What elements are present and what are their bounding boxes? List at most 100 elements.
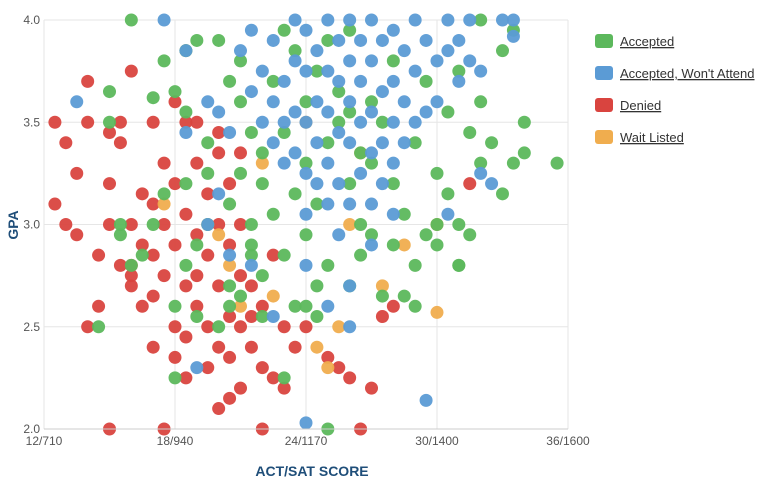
data-point[interactable] [310,310,324,324]
data-point[interactable] [212,33,226,47]
data-point[interactable] [70,228,84,242]
data-point[interactable] [277,371,291,385]
data-point[interactable] [223,310,237,324]
data-point[interactable] [375,310,389,324]
data-point[interactable] [343,136,357,150]
data-point[interactable] [124,258,138,272]
data-point[interactable] [255,177,269,191]
data-point[interactable] [365,238,378,252]
data-point[interactable] [408,258,422,272]
data-point[interactable] [288,105,302,119]
data-point[interactable] [190,269,204,283]
data-point[interactable] [234,146,247,160]
data-point[interactable] [179,258,193,272]
data-point[interactable] [386,177,400,191]
data-point[interactable] [452,218,466,231]
data-point[interactable] [288,340,302,354]
data-point[interactable] [223,391,237,405]
data-point[interactable] [299,228,313,242]
data-point[interactable] [343,23,357,37]
data-point[interactable] [103,115,116,129]
data-point[interactable] [168,299,182,313]
data-point[interactable] [223,258,237,272]
data-point[interactable] [343,13,357,27]
data-point[interactable] [343,95,357,109]
data-point[interactable] [474,156,488,170]
data-point[interactable] [244,248,258,262]
data-point[interactable] [299,115,313,129]
data-point[interactable] [310,197,324,211]
data-point[interactable] [234,289,247,303]
data-point[interactable] [201,361,215,375]
data-point[interactable] [157,218,171,231]
data-point[interactable] [463,13,477,27]
data-point[interactable] [463,54,477,68]
data-point[interactable] [517,146,531,160]
data-point[interactable] [463,177,477,191]
data-point[interactable] [201,320,215,334]
data-point[interactable] [419,105,433,119]
data-point[interactable] [474,166,488,180]
data-point[interactable] [375,115,389,129]
data-point[interactable] [354,74,368,88]
data-point[interactable] [244,238,258,252]
data-point[interactable] [255,146,269,160]
data-point[interactable] [103,177,116,191]
data-point[interactable] [234,269,247,283]
data-point[interactable] [550,156,564,170]
legend-item[interactable]: Accepted, Won't Attend [595,66,755,81]
data-point[interactable] [124,279,138,293]
data-point[interactable] [496,13,509,27]
data-point[interactable] [386,54,400,68]
data-point[interactable] [277,156,291,170]
legend-item[interactable]: Denied [595,98,661,113]
data-point[interactable] [430,218,444,231]
data-point[interactable] [179,125,193,139]
data-point[interactable] [288,187,302,201]
data-point[interactable] [386,238,400,252]
data-point[interactable] [234,44,247,58]
data-point[interactable] [332,320,346,334]
data-point[interactable] [452,74,466,88]
data-point[interactable] [124,218,138,231]
data-point[interactable] [103,218,116,231]
data-point[interactable] [70,95,84,109]
data-point[interactable] [365,54,378,68]
data-point[interactable] [343,105,357,119]
data-point[interactable] [190,156,204,170]
data-point[interactable] [474,64,488,78]
data-point[interactable] [310,136,324,150]
data-point[interactable] [397,289,411,303]
data-point[interactable] [321,13,335,27]
data-point[interactable] [419,74,433,88]
data-point[interactable] [190,361,204,375]
data-point[interactable] [59,136,73,150]
data-point[interactable] [386,156,400,170]
data-point[interactable] [201,248,215,262]
data-point[interactable] [212,146,226,160]
data-point[interactable] [375,136,389,150]
data-point[interactable] [485,177,499,191]
data-point[interactable] [408,299,422,313]
data-point[interactable] [397,207,411,221]
data-point[interactable] [81,320,95,334]
data-point[interactable] [506,13,520,27]
data-point[interactable] [255,269,269,283]
data-point[interactable] [375,289,389,303]
data-point[interactable] [321,156,335,170]
data-point[interactable] [146,197,160,211]
data-point[interactable] [343,279,357,293]
data-point[interactable] [496,44,509,58]
data-point[interactable] [299,156,313,170]
data-point[interactable] [441,187,455,201]
data-point[interactable] [321,197,335,211]
data-point[interactable] [168,371,182,385]
data-point[interactable] [81,115,95,129]
data-point[interactable] [179,371,193,385]
data-point[interactable] [168,177,182,191]
data-point[interactable] [517,115,531,129]
data-point[interactable] [375,177,389,191]
data-point[interactable] [266,33,280,47]
data-point[interactable] [81,74,95,88]
data-point[interactable] [266,310,280,324]
